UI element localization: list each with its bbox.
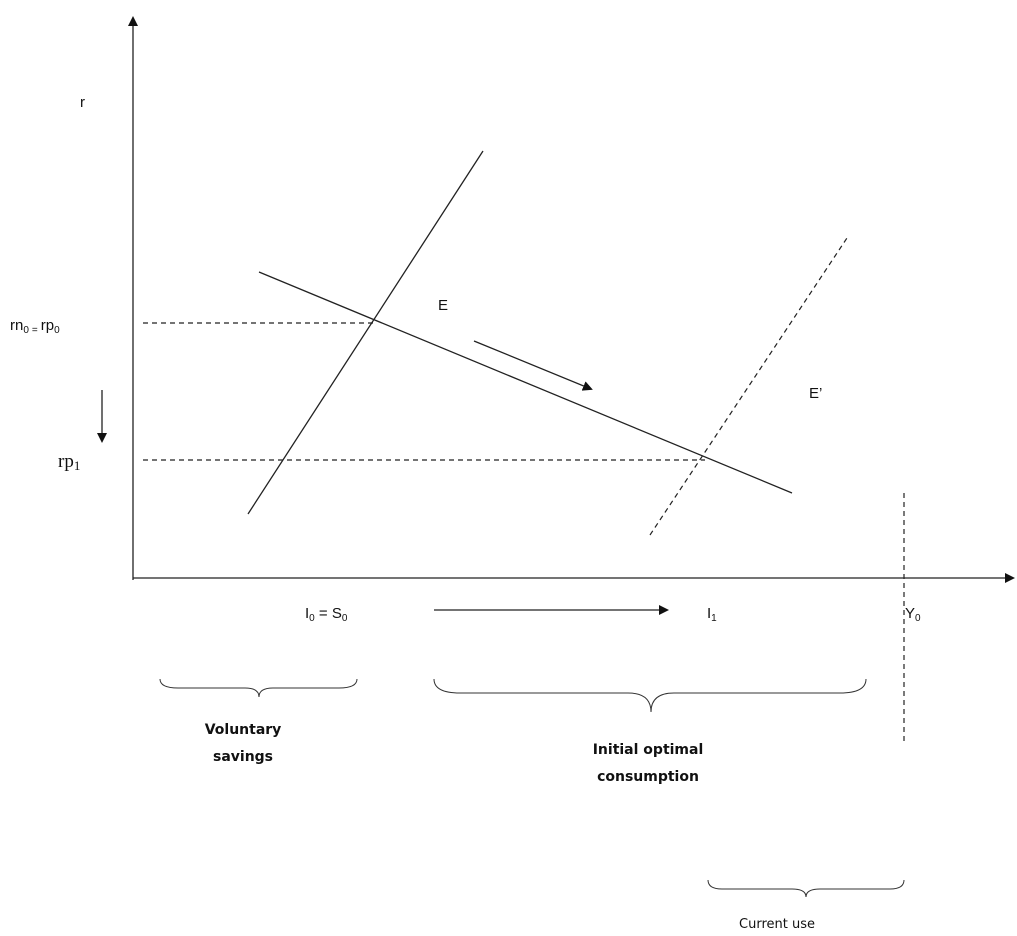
shift-along-curve-arrow [473,340,593,391]
current-use-label: Current use [739,917,815,932]
label-Y0: Y0 [905,605,921,624]
savings-curve [247,150,484,515]
initial-consumption-label-line2: consumption [597,769,699,785]
label-I1: I1 [707,605,717,624]
initial-consumption-brace [433,678,867,713]
investment-demand-curve [258,271,793,494]
y-axis-label: r [80,94,85,111]
label-rp1: rp1 [58,451,80,473]
current-use-brace [707,879,905,898]
initial-consumption-label-line1: Initial optimal [593,742,704,758]
label-rn0-rp0: rn0 = rp0 [10,317,60,336]
label-E-prime: E’ [809,385,822,402]
label-E: E [438,297,448,314]
voluntary-savings-brace [159,678,358,698]
label-I0-S0: I0 = S0 [305,605,348,624]
voluntary-savings-label-line1: Voluntary [205,722,282,738]
voluntary-savings-label-line2: savings [213,749,273,765]
